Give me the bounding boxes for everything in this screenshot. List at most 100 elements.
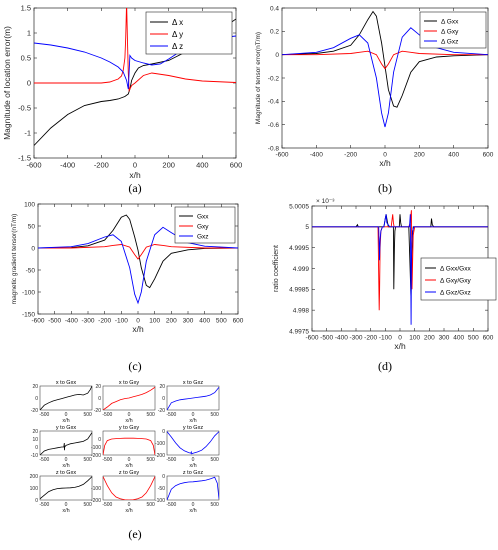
x-tick-label: -500 — [48, 318, 61, 325]
x-tick-label: -400 — [310, 152, 323, 159]
subplot-x-tick: -500 — [39, 502, 49, 508]
legend-label-2: Δ z — [172, 42, 183, 51]
subplot-y-tick: -200 — [91, 498, 101, 504]
legend-label-0: Δ Gxx/Gxx — [440, 265, 471, 272]
x-tick-label: -200 — [98, 318, 111, 325]
subplot-line — [167, 476, 219, 500]
subplot-line — [167, 431, 219, 455]
legend-label-2: Δ Gxz — [441, 38, 458, 45]
subplot-line — [103, 476, 155, 500]
subplot-title: y to Gxz — [183, 425, 203, 431]
subplot-y-tick: -100 — [155, 441, 165, 447]
y-tick-label: 0 — [27, 79, 31, 88]
x-tick-label: -400 — [60, 161, 75, 170]
subplot-line — [40, 386, 92, 410]
y-tick-label: -1 — [24, 129, 31, 138]
x-tick-label: 400 — [196, 161, 209, 170]
x-tick-label: 0 — [383, 152, 387, 159]
subplot-y-tick: 0 — [162, 474, 165, 480]
subplot-y-tick: -200 — [91, 453, 101, 459]
panel-caption: (c) — [128, 359, 141, 373]
x-tick-label: 600 — [233, 318, 244, 325]
panel-caption: (b) — [378, 181, 392, 195]
subplot-x-label: x/h — [189, 463, 196, 469]
x-tick-label: 200 — [424, 335, 435, 342]
x-tick-label: -300 — [81, 318, 94, 325]
subplot-x-tick: 500 — [146, 502, 155, 508]
y-tick-label: 0 — [31, 245, 35, 252]
subplot-y-tick: -100 — [155, 498, 165, 504]
subplot-x-tick: 500 — [83, 457, 92, 463]
x-tick-label: 500 — [216, 318, 227, 325]
x-axis-label: x/h — [132, 324, 144, 334]
subplot-x-tick: 0 — [65, 502, 68, 508]
x-tick-label: 600 — [483, 335, 494, 342]
y-tick-label: 0.2 — [270, 29, 279, 36]
series-line-2 — [312, 214, 488, 325]
y-tick-label: -100 — [22, 289, 35, 296]
subplot-y-tick: 100 — [30, 486, 39, 492]
subplot-x-tick: 500 — [146, 412, 155, 418]
y-tick-label: -0.2 — [268, 75, 280, 82]
subplot-y-tick: -10 — [31, 453, 38, 459]
subplot-y-tick: 0 — [35, 498, 38, 504]
subplot-line — [103, 437, 155, 455]
legend-box — [420, 257, 497, 301]
y-tick-label: -0.8 — [268, 145, 280, 152]
x-axis-label: x/h — [394, 341, 406, 351]
panel-caption: (d) — [378, 359, 392, 373]
y-tick-label: 4.9995 — [289, 245, 309, 252]
x-tick-label: 600 — [483, 152, 494, 159]
chart-panel-d: -600 -500 -400 -300 -200 -100 0 100 200 300 400 500… — [273, 198, 497, 373]
x-tick-label: 200 — [414, 152, 425, 159]
x-tick-label: -200 — [364, 335, 377, 342]
y-tick-label: -50 — [26, 267, 36, 274]
subplot-x-label: x/h — [62, 508, 69, 514]
subplot-x-label: x/h — [189, 418, 196, 424]
legend-box — [419, 11, 487, 49]
subplot-x-label: x/h — [189, 508, 196, 514]
x-tick-label: -400 — [335, 335, 348, 342]
series-line-1 — [34, 8, 236, 93]
y-tick-label: 5.0005 — [289, 203, 309, 210]
subplot-area — [166, 430, 220, 456]
subplot-x-tick: 0 — [192, 457, 195, 463]
panel-caption: (a) — [128, 181, 141, 195]
x-tick-label: 200 — [162, 161, 175, 170]
subplot-y-tick: 20 — [95, 384, 101, 390]
subplot-area — [166, 475, 220, 501]
x-tick-label: -100 — [115, 318, 128, 325]
subplot-title: y to Gxx — [56, 425, 76, 431]
subplot-x-tick: 0 — [192, 502, 195, 508]
series-line-1 — [282, 50, 488, 70]
x-tick-label: -400 — [65, 318, 78, 325]
subplot-x-tick: -500 — [39, 412, 49, 418]
subplot-x-tick: -500 — [102, 412, 112, 418]
subplot-x-label: x/h — [125, 508, 132, 514]
x-tick-label: 200 — [166, 318, 177, 325]
y-tick-label: 1 — [27, 29, 31, 38]
subplot-title: x to Gxx — [56, 380, 76, 386]
subplot-x-label: x/h — [62, 463, 69, 469]
subplot-y-tick: -20 — [94, 408, 101, 414]
subplot-title: x to Gxz — [183, 380, 203, 386]
legend-label-1: Gxy — [197, 223, 209, 230]
legend-box — [145, 11, 233, 55]
x-axis-label: x/h — [379, 158, 391, 168]
subplot-y-tick: -50 — [158, 486, 165, 492]
subplot-x-tick: 0 — [128, 412, 131, 418]
subplot-area — [102, 475, 156, 501]
chart-panel-b: -600 -400 -200 0 200 400 600 -0.8 -0.6 -0.4 -0.2 0 0… — [255, 5, 494, 195]
y-tick-label: 0.4 — [270, 5, 279, 12]
subplot-title: z to Gxy — [119, 470, 139, 476]
subplot-y-tick: -100 — [91, 445, 101, 451]
legend-label-1: Δ Gxy/Gxy — [440, 277, 471, 284]
y-tick-label: 4.998 — [293, 307, 310, 314]
x-tick-label: 600 — [230, 161, 243, 170]
y-tick-label: 4.9985 — [289, 287, 309, 294]
x-tick-label: -600 — [31, 318, 44, 325]
x-tick-label: 400 — [199, 318, 210, 325]
chart-panel-a: -600 -400 -200 0 200 400 600 -1.5 -1 -0.5 0 0.5 1 1.5… — [2, 4, 243, 195]
